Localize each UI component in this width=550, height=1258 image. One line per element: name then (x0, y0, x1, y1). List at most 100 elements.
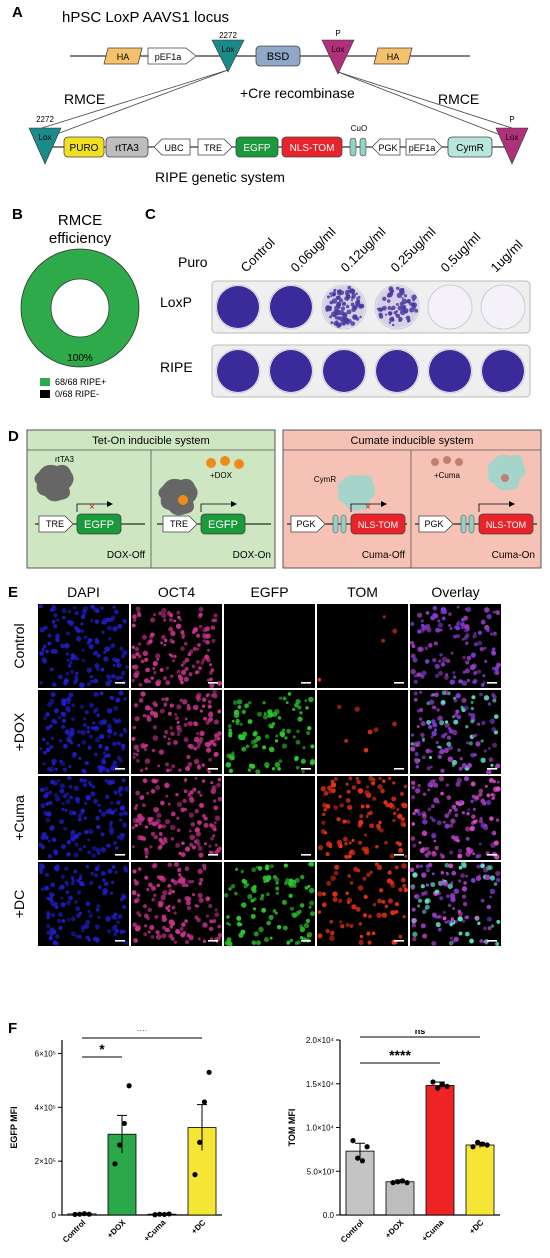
colony-dot (377, 307, 383, 312)
colony-dot (412, 306, 416, 310)
colony-dot (386, 299, 391, 303)
pgk-arrow (371, 138, 401, 156)
colony-dot (346, 295, 351, 300)
significance-label: **** (389, 1047, 411, 1063)
colony-dot (351, 307, 357, 313)
colony-dot (350, 321, 356, 326)
colony-dot (326, 305, 331, 310)
y-tick-label: 1.5×10⁴ (306, 1080, 335, 1089)
data-point (355, 1155, 361, 1161)
donut-center-label: 100% (67, 353, 93, 364)
cumate-system-box (282, 429, 542, 569)
micro-column-label: TOM (347, 584, 378, 600)
colony-dot (359, 315, 362, 319)
scale-bar (394, 768, 404, 770)
data-point (192, 1172, 198, 1178)
rtta3-protein-icon (34, 464, 74, 502)
data-point (435, 1085, 441, 1091)
colony-dot (332, 293, 336, 297)
data-point (197, 1139, 203, 1145)
legend-label-ripe-minus: 0/68 RIPE- (55, 389, 99, 398)
loxp-bottom-label: Lox (506, 133, 519, 142)
colony-dot (411, 294, 417, 300)
dox-drug-label: +DOX (210, 471, 233, 480)
concentration-label: 0.25ug/ml (388, 224, 439, 275)
scale-bar (487, 768, 497, 770)
loxp-top-number: P (335, 29, 340, 38)
micro-column-label: DAPI (67, 584, 100, 600)
concentration-label: 1ug/ml (488, 237, 526, 275)
x-tick-label: +DOX (105, 1218, 127, 1240)
rmce-right-label: RMCE (438, 91, 479, 107)
rmce-left-label: RMCE (64, 91, 105, 107)
donut-ring-ripe-plus (21, 249, 139, 367)
x-tick-label: +DC (468, 1218, 486, 1236)
rtta3-bound-icon (158, 478, 198, 516)
puro-label: Puro (178, 254, 208, 270)
lox2272-bottom-triangle (28, 127, 62, 165)
scale-bar (394, 940, 404, 942)
colony-dot (341, 301, 347, 307)
colony-dot (403, 307, 409, 314)
well-stain (323, 350, 365, 392)
panel-a-diagram: HA pEF1a 2272 Lox BSD P Lox HA RMCE +Cre… (28, 29, 529, 185)
block-x-icon: × (89, 502, 95, 513)
panel-letter-e: E (8, 584, 19, 601)
colony-dot (393, 311, 397, 315)
plate-well (480, 284, 526, 330)
micrograph-tile (317, 604, 408, 688)
scale-bar (394, 854, 404, 856)
colony-dot (347, 285, 352, 290)
scale-bar (301, 940, 311, 942)
colony-dot (353, 315, 358, 320)
ripe-system-label: RIPE genetic system (155, 169, 285, 185)
lox2272-bottom-label: Lox (39, 133, 52, 142)
nls-tom-on-label: NLS-TOM (486, 520, 526, 530)
data-point (117, 1142, 123, 1148)
plate-well (427, 284, 473, 330)
colony-dot (351, 293, 357, 298)
y-tick-label: 2.0×10⁴ (306, 1036, 335, 1045)
y-axis-label: EGFP MFI (9, 1106, 19, 1148)
colony-dot (330, 295, 333, 298)
colony-dot (345, 289, 350, 294)
colony-dot (337, 289, 340, 293)
ha-right-shape (373, 47, 413, 65)
concentration-label: 0.5ug/ml (438, 229, 484, 275)
scale-bar (208, 768, 218, 770)
data-point (166, 1211, 172, 1217)
scale-bar (301, 682, 311, 684)
colony-dot (403, 294, 408, 298)
scale-bar (487, 940, 497, 942)
colony-dot (384, 313, 388, 316)
scale-bar (208, 682, 218, 684)
dox-off-label: DOX-Off (107, 550, 145, 561)
data-point (152, 1212, 158, 1218)
significance-label: ** (137, 1030, 148, 1038)
data-point (112, 1161, 118, 1167)
bar-chart-2: 0.0 5.0×10³ 1.0×10⁴ 1.5×10⁴ 2.0×10⁴ TOM MFI Co… (287, 1030, 500, 1245)
loxp-bottom-number: P (509, 115, 514, 124)
well-stain (270, 286, 312, 328)
y-tick-label: 1.0×10⁴ (306, 1124, 335, 1133)
loxp-top-label: Lox (332, 45, 345, 54)
x-tick-label: +DC (190, 1218, 208, 1236)
y-tick-label: 0.0 (323, 1211, 335, 1220)
cymr-shape (447, 136, 493, 158)
legend-swatch-ripe-plus (40, 378, 50, 386)
significance-label: * (99, 1041, 105, 1057)
cuo-label: CuO (351, 124, 367, 133)
colony-dot (388, 311, 392, 316)
colony-dot (408, 302, 413, 306)
rtta3-protein-label: rtTA3 (55, 455, 75, 464)
nls-tom-off-label: NLS-TOM (358, 520, 398, 530)
colony-dot (350, 299, 353, 302)
data-point (157, 1211, 163, 1217)
cumate-system-title: Cumate inducible system (351, 435, 474, 447)
tet-system-title: Tet-On inducible system (92, 435, 209, 447)
data-point (77, 1211, 83, 1217)
micro-column-label: EGFP (250, 584, 288, 600)
panel-letter-c: C (145, 206, 156, 223)
cuo-shape-1 (349, 137, 357, 157)
colony-dot (330, 311, 337, 317)
